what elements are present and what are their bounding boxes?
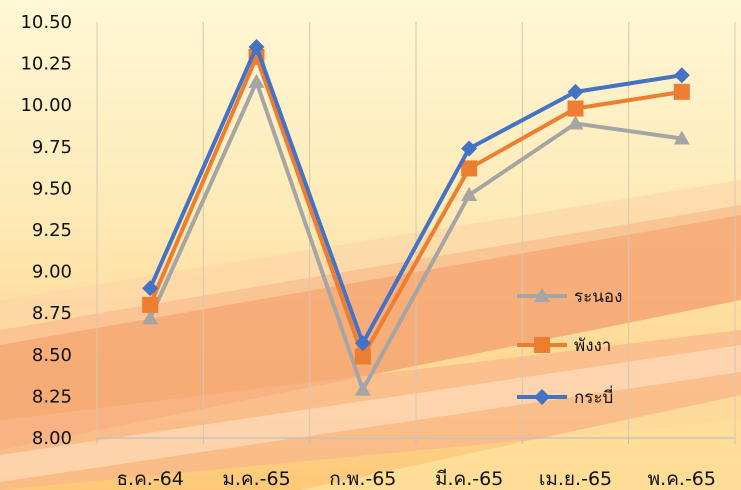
y-tick-label: 9.50 xyxy=(32,178,72,199)
x-tick-label: มี.ค.-65 xyxy=(435,468,503,490)
x-tick-label: พ.ค.-65 xyxy=(648,468,716,490)
x-tick-label: ก.พ.-65 xyxy=(329,468,396,490)
data-point-square xyxy=(673,83,690,100)
data-point-diamond xyxy=(461,140,478,157)
data-point-diamond xyxy=(142,280,159,297)
series-3 xyxy=(142,38,690,352)
legend-label: ระนอง xyxy=(574,287,622,307)
y-tick-label: 10.25 xyxy=(20,54,72,75)
data-point-triangle xyxy=(567,115,584,130)
data-point-triangle xyxy=(142,310,159,325)
data-point-square xyxy=(461,160,478,177)
y-tick-label: 8.25 xyxy=(32,386,72,407)
legend-label: กระบี่ xyxy=(574,385,613,408)
x-tick-label: เม.ย.-65 xyxy=(539,468,612,490)
series-1 xyxy=(142,73,690,396)
legend-item: พังงา xyxy=(517,336,611,356)
data-point-triangle xyxy=(673,130,690,145)
legend-marker-triangle xyxy=(534,288,550,302)
y-tick-label: 9.25 xyxy=(32,220,72,241)
y-tick-label: 9.00 xyxy=(32,262,72,283)
y-tick-label: 10.00 xyxy=(20,95,72,116)
data-point-triangle xyxy=(248,73,265,88)
y-tick-label: 9.75 xyxy=(32,137,72,158)
series-line xyxy=(148,44,683,346)
y-tick-label: 8.00 xyxy=(32,428,72,449)
data-point-diamond xyxy=(354,335,371,352)
data-point-square xyxy=(142,296,159,313)
y-tick-label: 8.50 xyxy=(32,345,72,366)
legend-item: ระนอง xyxy=(517,287,622,307)
legend-marker-diamond xyxy=(534,389,550,405)
axes: 8.00 8.25 8.50 8.75 9.00 9.25 9.50 9.75 10.00 10.… xyxy=(20,12,736,490)
gridlines xyxy=(96,22,736,438)
x-tick-label: ม.ค.-65 xyxy=(222,468,290,490)
data-point-diamond xyxy=(248,38,265,55)
legend-marker-square xyxy=(534,337,550,353)
series-line xyxy=(148,79,683,392)
data-point-diamond xyxy=(567,83,584,100)
data-point-triangle xyxy=(461,187,478,202)
legend-item: กระบี่ xyxy=(517,385,613,408)
data-point-square xyxy=(567,100,584,117)
data-point-diamond xyxy=(673,67,690,84)
data-point-triangle xyxy=(354,381,371,396)
x-tick-label: ธ.ค.-64 xyxy=(116,468,183,490)
series-group xyxy=(142,38,690,396)
legend-label: พังงา xyxy=(574,336,611,356)
data-point-square xyxy=(354,348,371,365)
series-line xyxy=(148,54,683,359)
series-2 xyxy=(142,48,690,365)
y-tick-label: 8.75 xyxy=(32,303,72,324)
y-tick-label: 10.50 xyxy=(20,12,72,33)
